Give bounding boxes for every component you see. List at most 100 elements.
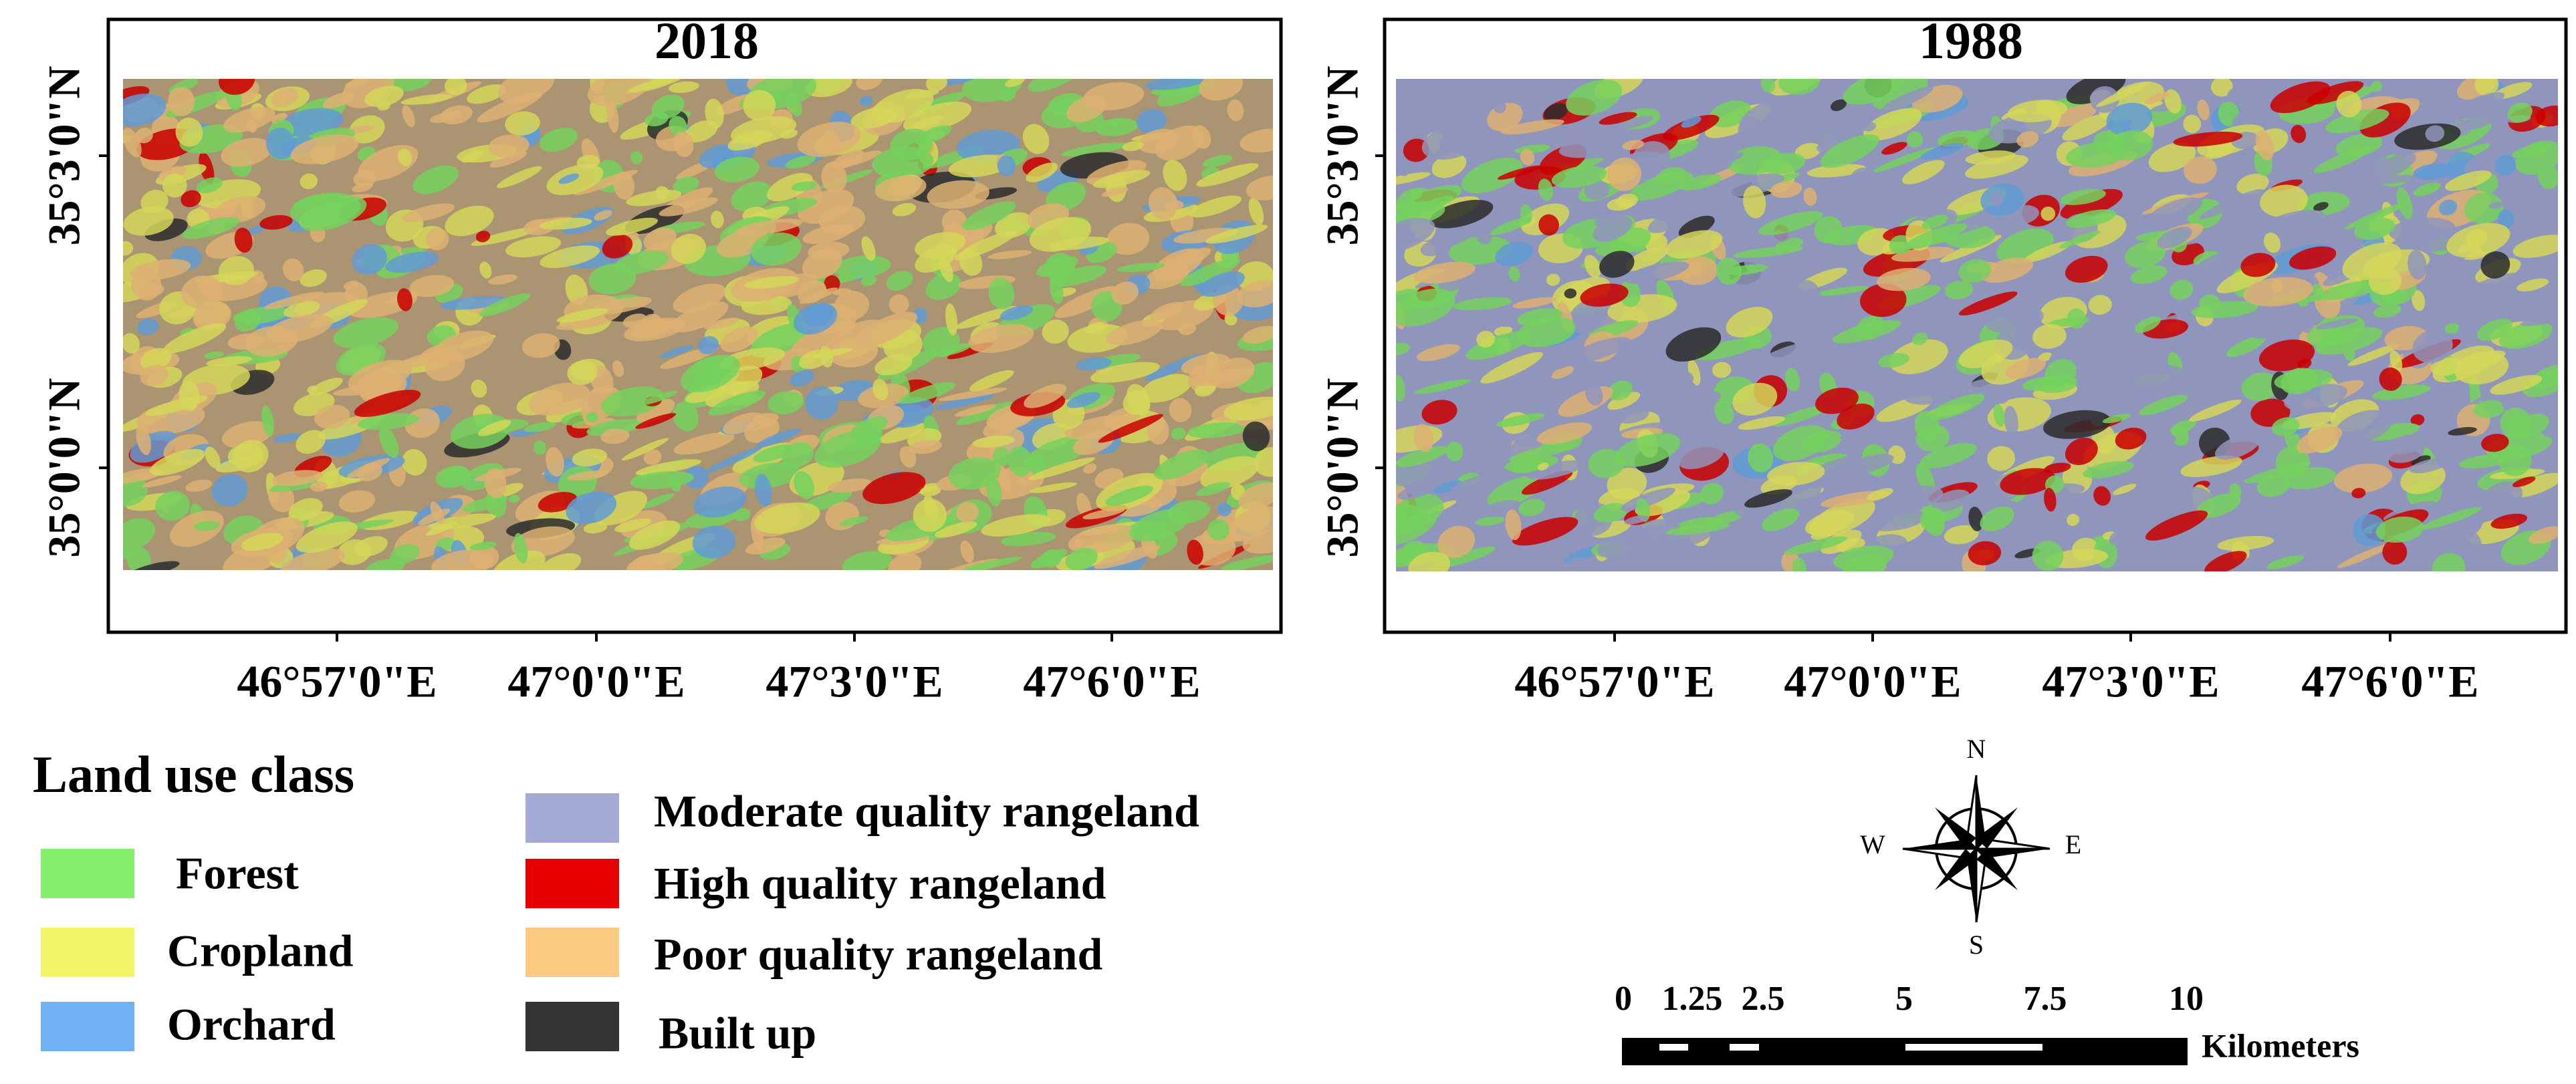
land-patch [1189,195,1242,218]
land-patch [2283,466,2337,490]
land-patch [2482,481,2523,513]
land-patch [131,269,162,301]
land-patch [1238,483,1273,510]
land-patch [1171,427,1187,440]
land-patch [583,522,608,534]
land-patch [261,405,275,437]
land-patch [1912,332,1928,346]
land-patch [739,462,801,489]
land-patch [1778,79,1821,95]
land-patch [2438,199,2458,216]
land-patch [892,202,917,217]
land-patch [1421,400,1457,425]
land-patch [1508,442,1576,462]
legend-label: Built up [659,1008,816,1059]
land-patch [1891,247,1955,262]
land-patch [1564,557,1593,571]
land-patch [1990,192,2004,207]
land-patch [300,173,318,190]
land-patch [1173,227,1238,244]
land-patch [824,275,840,292]
maps: 2018 35°3'0"N 35°0'0"N 46°57'0"E 47°0'0"E 47°… [39,11,2568,707]
land-patch [1150,301,1184,321]
land-patch [2164,89,2182,114]
land-patch [2244,461,2311,484]
land-patch [1544,103,1568,121]
land-patch [2126,351,2138,366]
land-patch [671,301,729,333]
land-patch [2464,139,2529,175]
land-patch [348,360,413,393]
land-patch [600,428,630,444]
land-patch [2180,455,2242,477]
land-patch [1466,331,1531,360]
land-patch [612,360,624,378]
land-patch [1665,230,1723,259]
scale-label: 10 [2169,980,2204,1018]
land-patch [2516,278,2549,292]
land-patch [1679,444,1724,470]
land-patch [2289,246,2337,270]
land-patch [638,390,678,406]
land-patch [540,245,600,268]
land-patch [149,448,205,476]
land-patch [1166,500,1210,524]
land-patch [1615,193,1638,209]
land-patch [2173,131,2243,147]
land-patch [2488,201,2504,209]
land-patch [364,86,404,108]
land-patch [2388,434,2424,455]
land-patch [1074,539,1084,547]
land-patch [2240,253,2276,277]
land-patch [1490,217,1532,236]
land-patch [999,89,1016,102]
land-patch [797,122,861,157]
land-patch [1005,79,1025,88]
land-patch [1599,112,1637,125]
land-patch [2135,316,2161,333]
land-patch [853,311,918,348]
land-patch [2389,217,2456,243]
land-patch [1965,150,2016,165]
land-patch [2473,272,2522,290]
land-patch [271,470,323,487]
land-patch [692,525,736,559]
land-patch [1863,122,1877,132]
land-patch [300,196,367,232]
land-patch [123,518,156,550]
land-patch [471,227,540,246]
land-patch [1123,390,1151,415]
land-patch [594,210,612,221]
land-patch [1584,180,1610,200]
land-patch [1921,215,1948,229]
land-patch [2147,197,2203,226]
land-patch [2503,350,2558,372]
land-patch [872,378,889,401]
land-patch [1106,319,1163,346]
land-patch [1662,114,1720,141]
land-patch [1615,433,1681,467]
land-patch [232,440,269,472]
land-patch [925,79,947,92]
land-patch [1051,265,1106,287]
land-patch [402,105,415,128]
land-patch [2512,235,2558,258]
land-patch [2243,277,2313,307]
land-patch [785,155,816,168]
land-patch [628,79,678,93]
land-patch [1066,95,1107,122]
land-patch [2184,156,2217,184]
land-patch [1140,374,1192,403]
lon-label: 47°3'0"E [766,656,943,707]
land-patch [523,422,557,432]
land-patch [123,333,140,354]
land-patch [314,404,350,429]
land-patch [2032,323,2067,349]
land-patch [2351,488,2366,499]
land-patch [720,326,758,352]
land-patch [640,493,675,509]
land-patch [1106,118,1125,126]
land-patch [1958,291,2018,316]
land-patch [2375,516,2424,543]
land-patch [1169,398,1192,422]
